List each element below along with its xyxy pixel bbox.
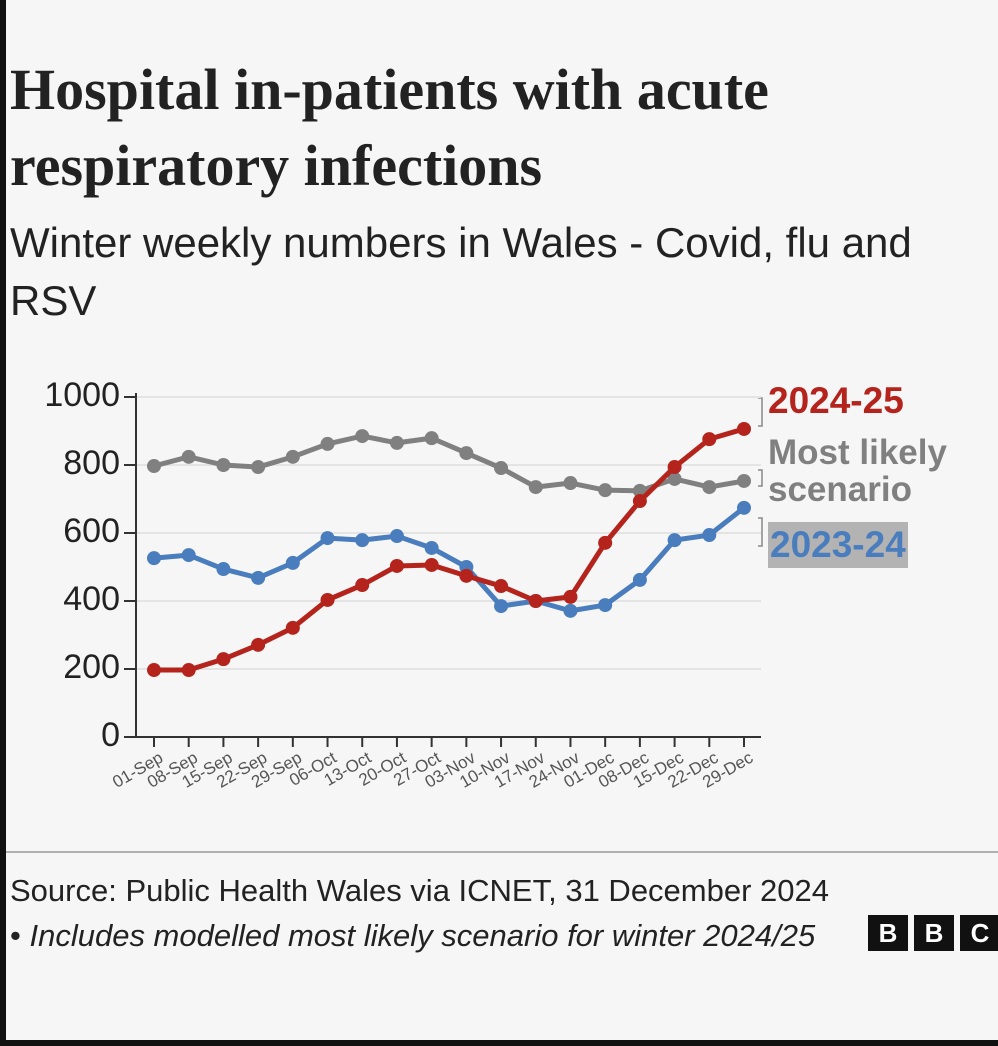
chart-subtitle: Winter weekly numbers in Wales - Covid, … (10, 219, 912, 324)
chart: 0200400600800100001-Sep08-Sep15-Sep22-Se… (6, 376, 998, 853)
data-point (355, 429, 370, 444)
data-point (147, 459, 161, 474)
legend-label: Most likely scenario (768, 433, 947, 509)
logo-letter: B (914, 915, 954, 951)
y-tick-label: 400 (63, 580, 120, 618)
bracket (758, 517, 763, 547)
data-point (181, 548, 196, 563)
data-point (251, 637, 266, 652)
data-point (598, 483, 613, 498)
chart-title: Hospital in-patients with acute respirat… (10, 57, 769, 198)
data-point (216, 562, 231, 577)
data-point (181, 449, 196, 464)
logo-letter: C (960, 915, 998, 951)
data-point (702, 480, 717, 495)
legend-label: 2023-24 (768, 522, 908, 568)
y-tick-label: 600 (63, 512, 120, 550)
data-point (563, 476, 578, 491)
data-point (389, 529, 404, 544)
data-point (494, 461, 509, 476)
data-point (528, 480, 543, 495)
data-point (320, 436, 335, 451)
source-text: Source: Public Health Wales via ICNET, 3… (10, 873, 830, 953)
data-point (424, 431, 439, 446)
data-point (563, 589, 578, 604)
data-point (147, 663, 161, 678)
bracket (758, 397, 763, 427)
data-point (598, 598, 613, 613)
logo-letter: B (868, 915, 908, 951)
data-point (147, 551, 161, 566)
data-point (702, 528, 717, 543)
data-point (320, 531, 335, 546)
data-point (216, 652, 231, 667)
data-point (667, 533, 682, 548)
note: Includes modelled most likely scenario f… (29, 918, 816, 953)
data-point (632, 572, 647, 587)
y-tick-label: 1000 (44, 376, 120, 414)
bracket (758, 469, 763, 487)
data-point (355, 533, 370, 548)
data-point (737, 421, 751, 436)
data-point (424, 540, 439, 555)
data-point (181, 663, 196, 678)
data-point (737, 473, 751, 488)
data-point (424, 557, 439, 572)
data-point (702, 432, 717, 447)
data-point (251, 570, 266, 585)
data-point (459, 568, 474, 583)
data-point (598, 535, 613, 550)
data-point (494, 579, 509, 594)
data-point (389, 435, 404, 450)
data-point (320, 592, 335, 607)
data-point (632, 494, 647, 509)
data-point (528, 594, 543, 608)
legend-label: 2024-25 (768, 380, 904, 421)
source: Source: Public Health Wales via ICNET, 3… (10, 868, 840, 958)
data-point (285, 620, 300, 635)
series-line (153, 505, 746, 614)
data-point (737, 500, 751, 515)
data-point (494, 599, 509, 614)
data-point (667, 460, 682, 475)
data-point (216, 458, 231, 472)
data-point (389, 558, 404, 573)
y-tick-label: 0 (101, 716, 120, 754)
data-point (459, 446, 474, 461)
y-tick-label: 800 (63, 444, 120, 482)
data-point (285, 449, 300, 464)
y-tick-label: 200 (63, 648, 120, 686)
data-point (667, 471, 682, 486)
logo: B B C (868, 915, 998, 951)
data-point (563, 603, 578, 618)
data-point (251, 460, 266, 475)
data-point (355, 578, 370, 593)
data-point (285, 555, 300, 570)
